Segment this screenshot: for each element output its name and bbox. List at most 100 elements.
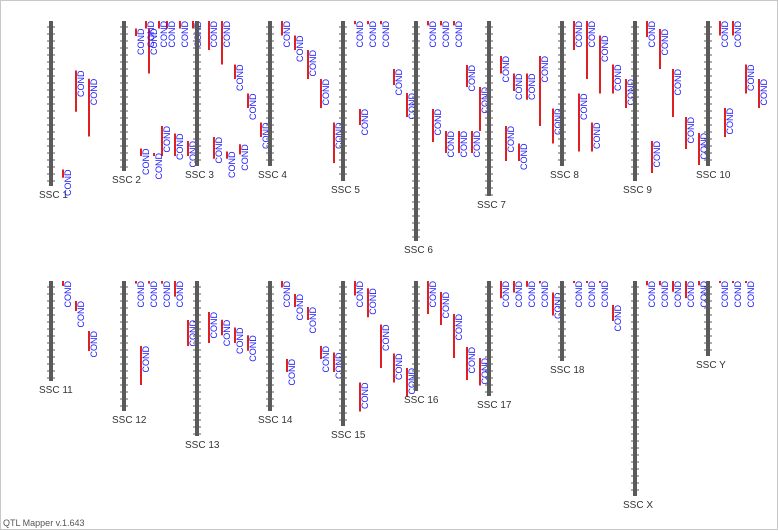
qtl-label: COND bbox=[454, 314, 464, 341]
qtl-label: COND bbox=[141, 346, 151, 373]
qtl-label: COND bbox=[574, 21, 584, 48]
qtl-label: COND bbox=[574, 281, 584, 308]
qtl-label: COND bbox=[720, 21, 730, 48]
qtl-label: COND bbox=[308, 307, 318, 334]
qtl-label: COND bbox=[407, 93, 417, 120]
qtl-label: COND bbox=[647, 21, 657, 48]
qtl-label: COND bbox=[214, 137, 224, 164]
qtl-label: COND bbox=[248, 93, 258, 120]
version-label: QTL Mapper v.1.643 bbox=[3, 518, 85, 528]
qtl-label: COND bbox=[686, 117, 696, 144]
qtl-label: COND bbox=[282, 281, 292, 308]
qtl-label: COND bbox=[441, 21, 451, 48]
qtl-label: COND bbox=[720, 281, 730, 308]
chromosome-label: SSC 15 bbox=[331, 430, 366, 441]
chromosome-bar bbox=[560, 281, 564, 361]
qtl-label: COND bbox=[501, 56, 511, 83]
chromosome-label: SSC 1 bbox=[39, 190, 68, 201]
qtl-label: COND bbox=[626, 79, 636, 106]
qtl-label: COND bbox=[295, 294, 305, 321]
qtl-label: COND bbox=[175, 133, 185, 160]
chromosome-label: SSC 13 bbox=[185, 440, 220, 451]
qtl-label: COND bbox=[472, 131, 482, 158]
qtl-label: COND bbox=[355, 281, 365, 308]
chromosome-bar bbox=[706, 21, 710, 166]
chromosome-bar bbox=[49, 281, 53, 381]
qtl-label: COND bbox=[159, 21, 169, 48]
qtl-label: COND bbox=[587, 21, 597, 48]
qtl-label: COND bbox=[441, 292, 451, 319]
qtl-label: COND bbox=[76, 301, 86, 328]
qtl-label: COND bbox=[759, 79, 769, 106]
qtl-label: COND bbox=[154, 153, 164, 180]
chromosome-bar bbox=[122, 281, 126, 411]
qtl-label: COND bbox=[209, 312, 219, 339]
qtl-label: COND bbox=[141, 148, 151, 175]
qtl-label: COND bbox=[506, 126, 516, 153]
qtl-label: COND bbox=[222, 21, 232, 48]
chromosome-bar bbox=[341, 281, 345, 426]
qtl-label: COND bbox=[514, 73, 524, 100]
qtl-label: COND bbox=[180, 21, 190, 48]
qtl-label: COND bbox=[746, 64, 756, 91]
chromosome-bar bbox=[414, 21, 418, 241]
qtl-label: COND bbox=[381, 324, 391, 351]
chromosome-label: SSC 8 bbox=[550, 170, 579, 181]
qtl-label: COND bbox=[733, 21, 743, 48]
qtl-label: COND bbox=[686, 281, 696, 308]
qtl-label: COND bbox=[235, 64, 245, 91]
qtl-label: COND bbox=[407, 368, 417, 395]
chromosome-bar bbox=[633, 281, 637, 496]
qtl-label: COND bbox=[282, 21, 292, 48]
qtl-label: COND bbox=[261, 122, 271, 149]
qtl-label: COND bbox=[467, 65, 477, 92]
qtl-label: COND bbox=[579, 93, 589, 120]
qtl-label: COND bbox=[146, 21, 156, 48]
qtl-label: COND bbox=[368, 288, 378, 315]
qtl-label: COND bbox=[295, 35, 305, 62]
qtl-label: COND bbox=[600, 35, 610, 62]
qtl-label: COND bbox=[592, 122, 602, 149]
qtl-label: COND bbox=[248, 335, 258, 362]
qtl-label: COND bbox=[334, 352, 344, 379]
chromosome-label: SSC 16 bbox=[404, 395, 439, 406]
qtl-label: COND bbox=[63, 281, 73, 308]
qtl-label: COND bbox=[514, 281, 524, 308]
qtl-label: COND bbox=[162, 126, 172, 153]
qtl-label: COND bbox=[89, 78, 99, 105]
chromosome-label: SSC 7 bbox=[477, 200, 506, 211]
qtl-label: COND bbox=[725, 108, 735, 135]
qtl-label: COND bbox=[209, 21, 219, 48]
qtl-label: COND bbox=[76, 70, 86, 97]
chromosome-label: SSC X bbox=[623, 500, 653, 511]
chromosome-label: SSC 6 bbox=[404, 245, 433, 256]
chromosome-bar bbox=[195, 281, 199, 436]
qtl-label: COND bbox=[652, 141, 662, 168]
chromosome-label: SSC 9 bbox=[623, 185, 652, 196]
chromosome-label: SSC 5 bbox=[331, 185, 360, 196]
qtl-label: COND bbox=[673, 69, 683, 96]
qtl-label: COND bbox=[188, 141, 198, 168]
chromosome-label: SSC 18 bbox=[550, 365, 585, 376]
qtl-label: COND bbox=[308, 50, 318, 77]
chromosome-bar bbox=[195, 21, 199, 166]
qtl-label: COND bbox=[222, 319, 232, 346]
qtl-label: COND bbox=[235, 327, 245, 354]
qtl-label: COND bbox=[89, 331, 99, 358]
qtl-label: COND bbox=[746, 281, 756, 308]
chromosome-label: SSC Y bbox=[696, 360, 726, 371]
qtl-label: COND bbox=[162, 281, 172, 308]
qtl-label: COND bbox=[501, 281, 511, 308]
